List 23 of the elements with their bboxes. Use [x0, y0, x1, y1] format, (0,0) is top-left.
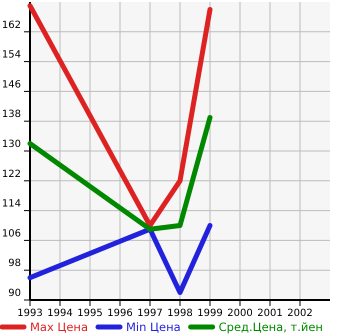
x-tick-label: 1996: [107, 308, 133, 320]
y-tick-label: 130: [2, 139, 21, 150]
x-tick-label: 2000: [227, 308, 253, 320]
x-tick-label: 2002: [287, 308, 313, 320]
legend-label: Сред.Цена, т.йен: [218, 320, 323, 334]
legend-label: Min Цена: [126, 320, 181, 334]
x-tick-label: 1994: [47, 308, 73, 320]
legend-label: Max Цена: [30, 320, 88, 334]
y-tick-label: 146: [2, 79, 21, 90]
x-tick-label: 2001: [257, 308, 283, 320]
y-tick-label: 138: [2, 109, 21, 120]
y-tick-label: 162: [2, 20, 21, 31]
x-tick-label: 1997: [137, 308, 163, 320]
y-tick-label: 90: [8, 288, 21, 299]
x-tick-label: 1998: [167, 308, 193, 320]
y-tick-label: 106: [2, 228, 21, 240]
y-tick-label: 154: [2, 50, 21, 61]
x-tick-label: 1993: [17, 308, 43, 320]
x-tick-label: 1995: [77, 308, 103, 320]
x-tick-label: 1999: [197, 308, 223, 320]
y-tick-label: 122: [2, 168, 21, 180]
y-tick-label: 114: [2, 198, 21, 210]
y-tick-label: 98: [8, 258, 21, 270]
